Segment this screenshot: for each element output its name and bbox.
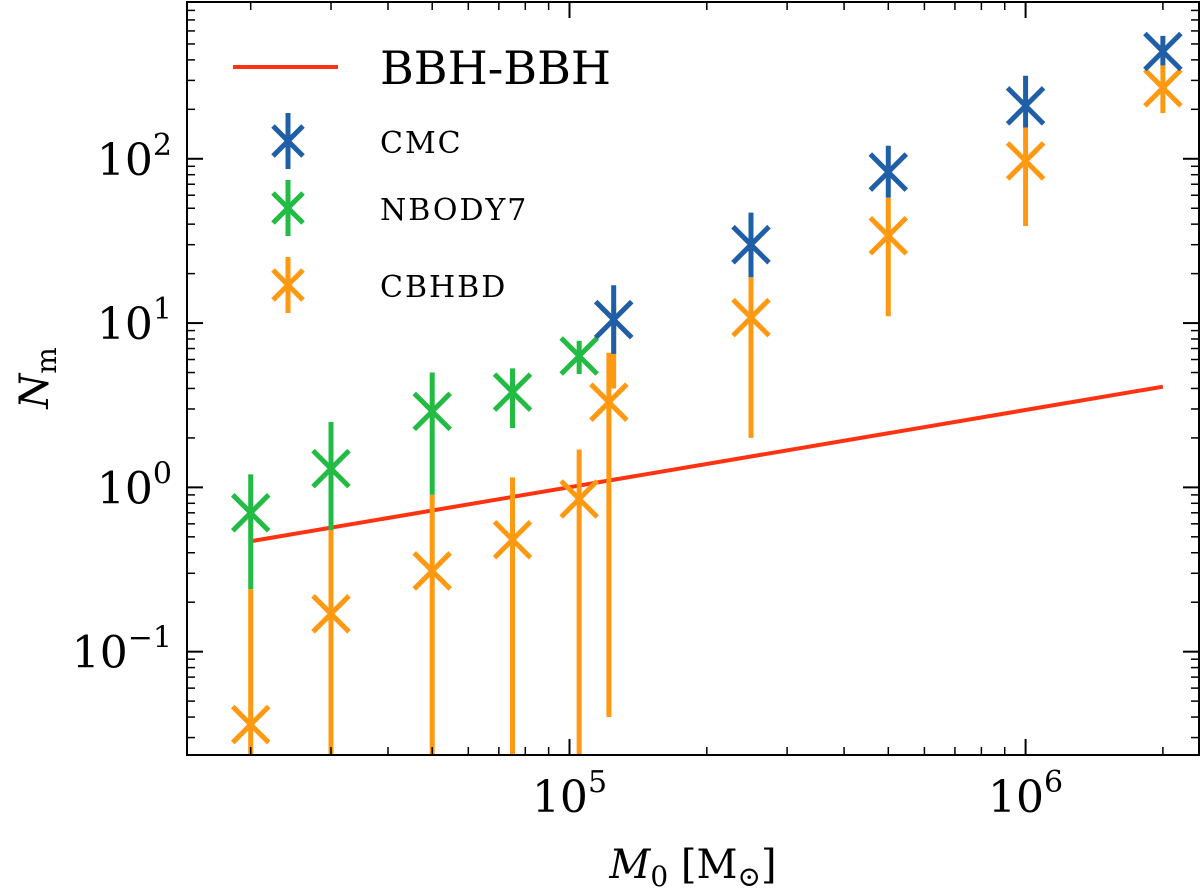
marker-stroke	[589, 382, 629, 422]
point-cbhbd	[412, 494, 452, 755]
y-tick-label: 102	[97, 128, 172, 186]
point-cmc	[593, 285, 634, 354]
x-tick-label: 105	[532, 765, 607, 823]
point-cbhbd	[589, 352, 629, 718]
series-line-bbh-bbh	[250, 384, 1164, 544]
marker-stroke	[311, 594, 351, 634]
y-tick-label: 101	[97, 292, 172, 350]
marker-stroke	[593, 299, 634, 340]
axis-ticks: 105 106 10−1 100 101 102	[72, 1, 1199, 823]
legend-label: CMC	[380, 126, 463, 161]
legend-label: BBH-BBH	[380, 41, 611, 95]
legend: BBH-BBH CMC NBODY7 CBHBD	[233, 41, 611, 313]
point-cbhbd	[492, 477, 533, 755]
marker-stroke	[868, 215, 909, 256]
marker-stroke	[1005, 141, 1046, 181]
x-axis-label: M0 [M⊙]	[608, 842, 776, 891]
marker-stroke	[412, 391, 452, 432]
y-tick-label: 10−1	[72, 621, 172, 679]
marker-stroke	[731, 224, 771, 265]
legend-marker-swatch	[271, 268, 305, 302]
point-cbhbd	[559, 449, 599, 755]
marker-stroke	[731, 297, 771, 338]
marker-stroke	[492, 519, 533, 560]
x-tick-label: 106	[988, 765, 1063, 823]
point-cbhbd	[311, 530, 351, 755]
point-nbody7	[311, 421, 351, 531]
marker-stroke	[230, 493, 271, 533]
marker-stroke	[412, 551, 452, 591]
marker-stroke	[230, 704, 271, 745]
point-cbhbd	[868, 197, 909, 317]
point-cmc	[868, 145, 909, 198]
legend-marker-swatch	[271, 191, 305, 225]
marker-stroke	[559, 479, 599, 519]
y-axis-label: Nm	[12, 347, 63, 410]
point-nbody7	[412, 372, 452, 495]
marker-stroke	[492, 372, 533, 412]
marker-stroke	[1143, 31, 1183, 72]
y-tick-label: 100	[97, 456, 172, 514]
legend-label: NBODY7	[380, 193, 528, 228]
point-cmc	[1005, 75, 1046, 128]
legend-marker-swatch	[271, 124, 305, 158]
marker-stroke	[868, 152, 909, 192]
point-cbhbd	[731, 277, 771, 438]
legend-label: CBHBD	[380, 270, 507, 305]
marker-stroke	[559, 336, 599, 376]
point-cbhbd	[1005, 127, 1046, 226]
point-cbhbd	[1143, 65, 1183, 113]
marker-stroke	[1143, 68, 1183, 108]
point-nbody7	[230, 474, 271, 590]
point-cmc	[731, 212, 771, 278]
marker-stroke	[1005, 86, 1046, 126]
point-nbody7	[492, 368, 533, 428]
point-cmc	[1143, 31, 1183, 72]
point-cbhbd	[230, 589, 271, 755]
marker-stroke	[311, 448, 351, 489]
point-nbody7	[559, 336, 599, 376]
plot-frame	[186, 1, 1200, 756]
plot-area	[230, 31, 1183, 755]
